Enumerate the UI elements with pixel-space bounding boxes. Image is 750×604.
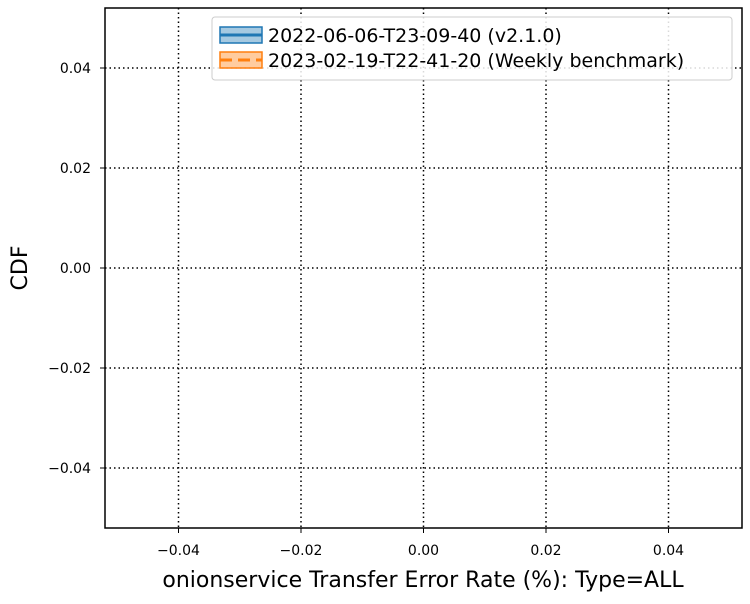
y-axis-label: CDF (8, 246, 33, 291)
x-tick-label: 0.04 (653, 543, 684, 559)
x-axis-ticks: −0.04 −0.02 0.00 0.02 0.04 (157, 528, 684, 559)
grid (105, 8, 742, 528)
x-tick-label: 0.02 (530, 543, 561, 559)
y-tick-label: 0.02 (60, 161, 91, 177)
y-axis-ticks: −0.04 −0.02 0.00 0.02 0.04 (48, 61, 105, 477)
y-tick-label: 0.04 (60, 61, 91, 77)
legend: 2022-06-06-T23-09-40 (v2.1.0) 2023-02-19-… (211, 16, 733, 81)
x-tick-label: −0.02 (280, 543, 323, 559)
x-axis-label: onionservice Transfer Error Rate (%): Ty… (162, 568, 684, 593)
x-tick-label: 0.00 (408, 543, 439, 559)
y-tick-label: 0.00 (60, 261, 91, 277)
legend-entry-label: 2023-02-19-T22-41-20 (Weekly benchmark) (268, 50, 684, 72)
y-tick-label: −0.02 (48, 361, 91, 377)
x-tick-label: −0.04 (157, 543, 200, 559)
legend-entry-label: 2022-06-06-T23-09-40 (v2.1.0) (268, 25, 562, 47)
legend-frame (211, 16, 733, 81)
y-tick-label: −0.04 (48, 461, 91, 477)
